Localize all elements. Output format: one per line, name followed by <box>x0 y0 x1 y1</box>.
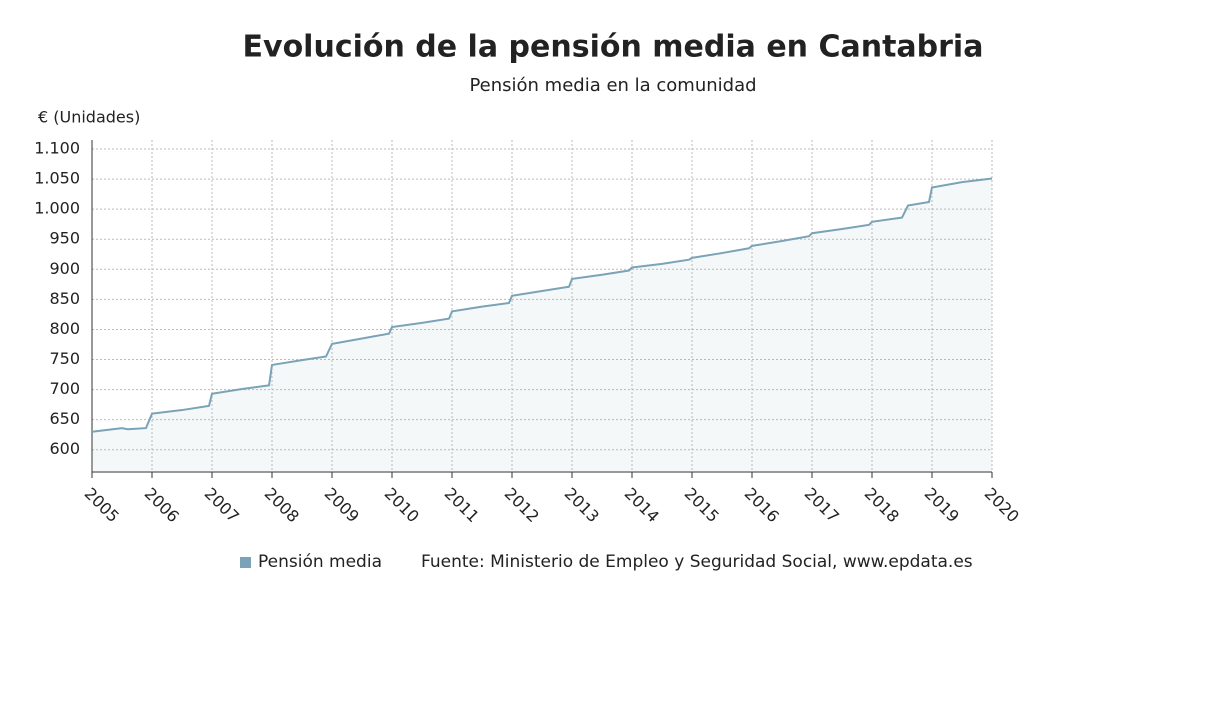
y-tick-label: 1.000 <box>34 199 80 218</box>
y-tick-label: 900 <box>49 259 80 278</box>
area <box>92 178 992 473</box>
y-tick-label: 750 <box>49 349 80 368</box>
x-tick-label: 2009 <box>321 484 363 526</box>
x-tick-label: 2019 <box>921 484 963 526</box>
x-tick-label: 2005 <box>81 484 123 526</box>
x-tick-label: 2020 <box>981 484 1023 526</box>
y-tick-label: 850 <box>49 289 80 308</box>
source-note: Fuente: Ministerio de Empleo y Seguridad… <box>421 552 973 572</box>
legend-swatch <box>240 557 251 568</box>
x-tick-label: 2012 <box>501 484 543 526</box>
x-tick-label: 2013 <box>561 484 603 526</box>
line <box>91 177 993 433</box>
y-tick-label: 1.050 <box>34 169 80 188</box>
y-tick-label: 650 <box>49 409 80 428</box>
x-tick-label: 2017 <box>801 484 843 526</box>
y-tick-label: 1.100 <box>34 139 80 158</box>
x-tick-label: 2015 <box>681 484 723 526</box>
y-tick-label: 800 <box>49 319 80 338</box>
x-tick-label: 2008 <box>261 484 303 526</box>
chart-subtitle: Pensión media en la comunidad <box>469 75 756 96</box>
x-tick-label: 2011 <box>441 484 483 526</box>
y-axis-label: € (Unidades) <box>38 108 140 127</box>
x-tick-label: 2016 <box>741 484 783 526</box>
chart-title: Evolución de la pensión media en Cantabr… <box>243 30 984 65</box>
x-tick-label: 2014 <box>621 484 663 526</box>
y-tick-label: 950 <box>49 229 80 248</box>
x-tick-label: 2007 <box>201 484 243 526</box>
x-tick-label: 2006 <box>141 484 183 526</box>
x-tick-label: 2018 <box>861 484 903 526</box>
legend-label: Pensión media <box>258 552 382 572</box>
x-tick-label: 2010 <box>381 484 423 526</box>
y-tick-label: 600 <box>49 439 80 458</box>
y-tick-label: 700 <box>49 379 80 398</box>
